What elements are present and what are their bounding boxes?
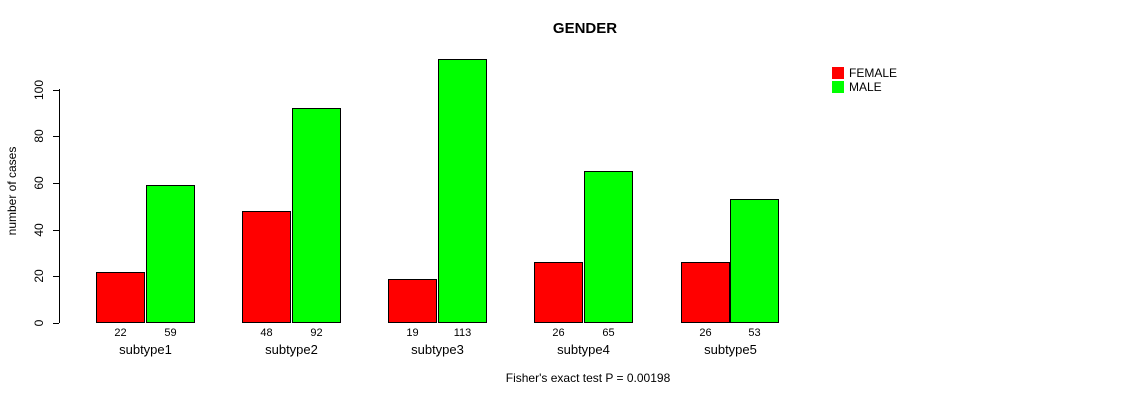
y-tick-label-40: 40 bbox=[32, 223, 46, 237]
legend-label-female: FEMALE bbox=[849, 66, 898, 80]
y-tick-mark-80 bbox=[53, 136, 59, 137]
bar-male-subtype5 bbox=[730, 199, 779, 323]
male-color-swatch bbox=[832, 81, 844, 93]
category-label-subtype1: subtype1 bbox=[119, 342, 172, 357]
category-label-subtype5: subtype5 bbox=[704, 342, 757, 357]
y-axis-label: number of cases bbox=[5, 146, 19, 236]
female-color-swatch bbox=[832, 67, 844, 79]
category-label-subtype4: subtype4 bbox=[557, 342, 610, 357]
y-tick-label-80: 80 bbox=[32, 129, 46, 143]
chart-title: GENDER bbox=[552, 20, 618, 37]
bar-female-subtype4 bbox=[534, 262, 583, 323]
bar-value-male-subtype4: 65 bbox=[602, 327, 615, 339]
y-tick-mark-20 bbox=[53, 276, 59, 277]
bar-female-subtype1 bbox=[96, 272, 145, 323]
fisher-test-annotation: Fisher's exact test P = 0.00198 bbox=[505, 371, 671, 385]
legend: FEMALE MALE bbox=[832, 66, 897, 94]
bar-value-female-subtype1: 22 bbox=[114, 327, 127, 339]
legend-label-male: MALE bbox=[849, 80, 882, 94]
category-label-subtype2: subtype2 bbox=[265, 342, 318, 357]
bar-male-subtype3 bbox=[438, 59, 487, 323]
bar-value-female-subtype2: 48 bbox=[260, 327, 273, 339]
bar-value-female-subtype4: 26 bbox=[552, 327, 565, 339]
y-tick-mark-60 bbox=[53, 183, 59, 184]
y-axis-line bbox=[59, 89, 60, 323]
y-tick-mark-100 bbox=[53, 90, 59, 91]
legend-item-male: MALE bbox=[832, 80, 897, 94]
bar-female-subtype2 bbox=[242, 211, 291, 323]
bar-male-subtype4 bbox=[584, 171, 633, 323]
y-tick-label-20: 20 bbox=[32, 269, 46, 283]
y-tick-label-100: 100 bbox=[32, 79, 46, 101]
y-tick-label-0: 0 bbox=[32, 319, 46, 327]
y-tick-mark-40 bbox=[53, 230, 59, 231]
category-label-subtype3: subtype3 bbox=[411, 342, 464, 357]
bar-value-male-subtype5: 53 bbox=[748, 327, 761, 339]
bar-value-male-subtype2: 92 bbox=[310, 327, 323, 339]
bar-male-subtype1 bbox=[146, 185, 195, 323]
bar-value-female-subtype5: 26 bbox=[699, 327, 712, 339]
bar-female-subtype5 bbox=[681, 262, 730, 323]
bar-value-male-subtype1: 59 bbox=[164, 327, 177, 339]
bar-female-subtype3 bbox=[388, 279, 437, 323]
bar-value-female-subtype3: 19 bbox=[406, 327, 419, 339]
bar-value-male-subtype3: 113 bbox=[453, 327, 472, 339]
y-tick-label-60: 60 bbox=[32, 176, 46, 190]
legend-item-female: FEMALE bbox=[832, 66, 897, 80]
bar-male-subtype2 bbox=[292, 108, 341, 323]
y-tick-mark-0 bbox=[53, 323, 59, 324]
